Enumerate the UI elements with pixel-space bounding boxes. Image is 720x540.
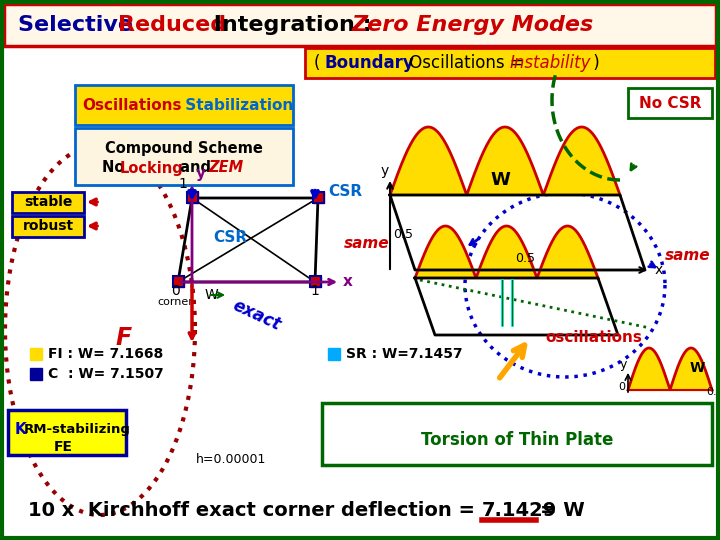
Text: FE: FE: [53, 440, 73, 454]
Text: Zero Energy Modes: Zero Energy Modes: [352, 15, 594, 35]
Text: Locking: Locking: [120, 160, 184, 176]
Text: C  : W= 7.1507: C : W= 7.1507: [48, 367, 163, 381]
Bar: [12, 216, 84, 237]
Text: 1: 1: [310, 284, 320, 298]
Bar: [187, 192, 198, 203]
Bar: [12, 192, 84, 213]
Text: corner: corner: [157, 297, 193, 307]
Text: SR : W=7.1457: SR : W=7.1457: [346, 347, 463, 361]
Text: Oscillations: Oscillations: [82, 98, 181, 112]
Text: 0.5: 0.5: [706, 387, 720, 397]
Text: y: y: [196, 166, 206, 181]
Text: Integration :: Integration :: [206, 15, 379, 35]
Text: W: W: [490, 171, 510, 189]
Text: No CSR: No CSR: [639, 96, 701, 111]
Bar: [313, 192, 324, 203]
Text: ): ): [588, 54, 600, 72]
Text: 0: 0: [171, 284, 179, 298]
Text: Instability: Instability: [510, 54, 592, 72]
Bar: [8, 410, 126, 455]
Text: y: y: [381, 164, 389, 178]
Text: Torsion of Thin Plate: Torsion of Thin Plate: [420, 431, 613, 449]
Text: oscillations: oscillations: [545, 330, 642, 345]
Text: Oscillations =: Oscillations =: [404, 54, 529, 72]
Bar: [173, 276, 184, 287]
Text: 0: 0: [618, 382, 626, 392]
Text: x: x: [343, 274, 353, 289]
Text: F: F: [115, 326, 131, 350]
Text: same: same: [665, 248, 711, 263]
Bar: [173, 276, 184, 287]
Bar: [75, 128, 293, 185]
Text: stable: stable: [24, 195, 72, 209]
Text: robust: robust: [22, 219, 73, 233]
Bar: [4, 4, 716, 46]
Bar: [313, 192, 324, 203]
Text: same: same: [344, 236, 390, 251]
Text: 7.1429: 7.1429: [482, 501, 557, 519]
Text: (: (: [314, 54, 325, 72]
Text: h=0.00001: h=0.00001: [196, 453, 266, 466]
Text: K: K: [15, 422, 27, 437]
Bar: [328, 348, 340, 360]
Bar: [187, 192, 198, 203]
Text: y: y: [619, 358, 626, 371]
Text: Reduced: Reduced: [118, 15, 226, 35]
Text: W: W: [690, 361, 706, 375]
Text: = W: = W: [540, 501, 585, 519]
Text: CSR: CSR: [213, 230, 247, 245]
Bar: [30, 368, 42, 380]
Bar: [628, 88, 712, 118]
Text: 1: 1: [179, 177, 187, 191]
Text: Compound Scheme: Compound Scheme: [105, 140, 263, 156]
Bar: [322, 403, 712, 465]
Bar: [310, 276, 321, 287]
Bar: [75, 85, 293, 125]
Text: No: No: [102, 160, 130, 176]
Text: Stabilization: Stabilization: [180, 98, 293, 112]
Bar: [305, 48, 715, 78]
Text: and: and: [175, 160, 216, 176]
Text: CSR: CSR: [328, 184, 362, 199]
Text: W: W: [205, 288, 219, 302]
Text: ZEM: ZEM: [208, 160, 243, 176]
Text: Boundary: Boundary: [324, 54, 414, 72]
Text: x: x: [655, 263, 663, 277]
Text: FI : W= 7.1668: FI : W= 7.1668: [48, 347, 163, 361]
Text: 10 x  Kirchhoff exact corner deflection =: 10 x Kirchhoff exact corner deflection =: [28, 501, 482, 519]
Bar: [310, 276, 321, 287]
Text: 0.5: 0.5: [393, 228, 413, 241]
Bar: [30, 348, 42, 360]
Text: Selective: Selective: [18, 15, 140, 35]
Text: exact: exact: [230, 296, 284, 334]
Text: RM-stabilizing: RM-stabilizing: [24, 423, 131, 436]
Text: 0.5: 0.5: [515, 252, 535, 265]
